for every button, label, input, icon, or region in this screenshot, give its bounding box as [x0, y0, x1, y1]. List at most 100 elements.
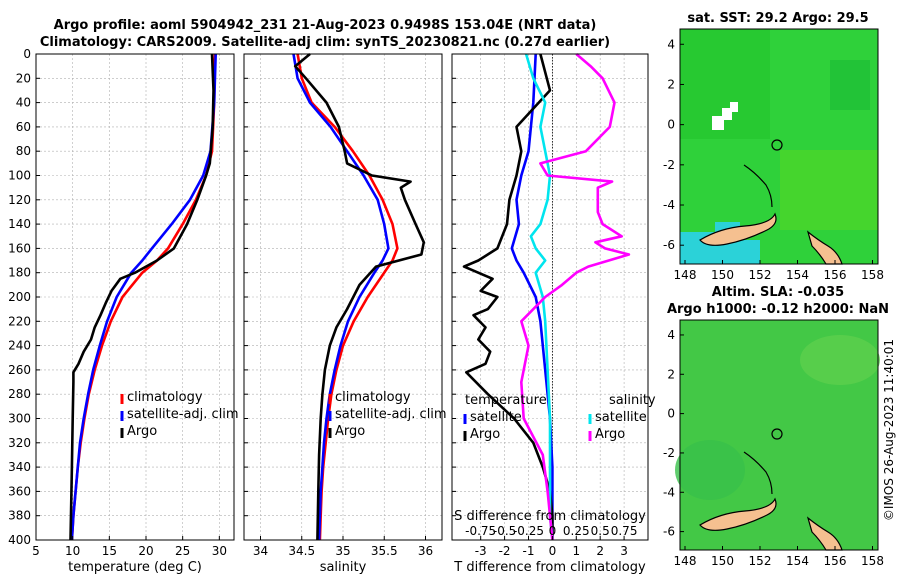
- map-x-tick-label: 156: [824, 268, 847, 282]
- x-axis-label: salinity: [320, 560, 367, 575]
- x-tick-label: 30: [212, 544, 227, 558]
- map-ticks: 148 150 152 154 156 158 4 2 0 -2 -4 -6 148 150 152 154 1…: [663, 37, 884, 568]
- sst-map-land-newbritain: [699, 212, 777, 246]
- legend-right-title: salinity: [609, 393, 656, 408]
- panel-salinity: 34 34.5 35 35.5 36 salinity climatology satelli…: [243, 52, 447, 575]
- map-x-tick-label: 156: [824, 554, 847, 568]
- sla-map-title-1: Altim. SLA: -0.035: [712, 285, 844, 300]
- y-tick-label: 400: [8, 533, 31, 547]
- series-line-argo: [69, 53, 215, 541]
- map-x-tick-label: 154: [786, 554, 809, 568]
- y-tick-label: 40: [16, 96, 31, 110]
- x-tick-label: -1: [523, 544, 535, 558]
- y-tick-label: 360: [8, 484, 31, 498]
- top-tick-label: -0.25: [513, 524, 544, 538]
- legend-label: satellite: [595, 410, 647, 425]
- legend-label: Argo: [335, 424, 365, 439]
- map-y-tick-label: -4: [663, 485, 675, 499]
- map-x-tick-label: 148: [674, 268, 697, 282]
- sst-map-shade-1: [680, 29, 770, 139]
- title-line-2: Climatology: CARS2009. Satellite-adj cli…: [40, 35, 610, 50]
- x-tick-label: 34.5: [288, 544, 315, 558]
- sst-map-coast-newireland: [743, 164, 773, 208]
- top-tick-label: -0.5: [493, 524, 516, 538]
- y-tick-label: 140: [8, 217, 31, 231]
- series-line-s-argo: [519, 53, 631, 541]
- top-tick-label: 0.75: [611, 524, 638, 538]
- map-y-tick-label: 0: [667, 407, 675, 421]
- top-tick-label: 0: [549, 524, 557, 538]
- map-y-tick-label: 2: [667, 77, 675, 91]
- y-tick-label: 100: [8, 169, 31, 183]
- legend-label: climatology: [127, 390, 203, 405]
- x-tick-label: 25: [175, 544, 190, 558]
- x-tick-label: 3: [620, 544, 628, 558]
- y-tick-label: 260: [8, 363, 31, 377]
- sla-map-shade-1: [800, 335, 880, 385]
- series-line-t-argo: [462, 53, 554, 540]
- map-y-tick-label: 0: [667, 118, 675, 132]
- x-tick-label: 10: [65, 544, 80, 558]
- legend-label: Argo: [595, 427, 625, 442]
- y-tick-label: 180: [8, 266, 31, 280]
- series-line-argo: [293, 52, 426, 541]
- legend-label: Argo: [127, 424, 157, 439]
- sst-map-land-bougainville: [806, 230, 843, 265]
- y-tick-label: 340: [8, 460, 31, 474]
- legend-label: Argo: [470, 427, 500, 442]
- sst-map-argo-marker: [771, 139, 783, 151]
- y-tick-label: 240: [8, 339, 31, 353]
- x-tick-label: -3: [475, 544, 487, 558]
- map-x-tick-label: 152: [749, 268, 772, 282]
- x-tick-label: 20: [138, 544, 153, 558]
- map-y-tick-label: -2: [663, 158, 675, 172]
- x-tick-label: -2: [499, 544, 511, 558]
- sla-map-land-bougainville: [806, 516, 843, 551]
- sla-map-argo-marker: [771, 428, 783, 440]
- x-axis-label: T difference from climatology: [453, 560, 646, 575]
- x-tick-label: 0: [549, 544, 557, 558]
- y-tick-label: 160: [8, 241, 31, 255]
- map-x-tick-label: 158: [861, 268, 884, 282]
- sst-map: sat. SST: 29.2 Argo: 29.5: [679, 11, 879, 265]
- top-tick-label: 0.25: [563, 524, 590, 538]
- map-x-tick-label: 152: [749, 554, 772, 568]
- sla-map-title-2: Argo h1000: -0.12 h2000: NaN: [667, 302, 889, 317]
- legend-label: satellite-adj. clim: [335, 407, 447, 422]
- sst-map-shade-3: [830, 60, 870, 110]
- series-line-s-satellite: [524, 53, 554, 541]
- title-line-1: Argo profile: aoml 5904942_231 21-Aug-20…: [54, 18, 597, 33]
- map-x-tick-label: 150: [711, 268, 734, 282]
- credit: ©IMOS 26-Aug-2023 11:40:01: [882, 339, 896, 521]
- map-y-tick-label: 4: [667, 37, 675, 51]
- top-axis-label: S difference from climatology: [454, 509, 646, 524]
- y-tick-label: 320: [8, 436, 31, 450]
- legend-label: climatology: [335, 390, 411, 405]
- x-tick-label: 2: [596, 544, 604, 558]
- top-tick-label: 0.5: [591, 524, 610, 538]
- panel-difference: -3 -2 -1 0 1 2 3 T difference from climatology t…: [451, 53, 656, 575]
- y-tick-label: 120: [8, 193, 31, 207]
- map-y-tick-label: -6: [663, 525, 675, 539]
- y-tick-label: 60: [16, 120, 31, 134]
- y-tick-label: 0: [23, 47, 31, 61]
- y-tick-label: 200: [8, 290, 31, 304]
- x-tick-label: 34: [253, 544, 268, 558]
- x-tick-label: 36: [418, 544, 433, 558]
- panel-temperature: 5 10 15 20 25 30 temperature (deg C) 0 20 40 60 80 1…: [8, 47, 239, 575]
- top-tick-label: -0.75: [465, 524, 496, 538]
- map-x-tick-label: 150: [711, 554, 734, 568]
- legend-label: satellite: [470, 410, 522, 425]
- x-tick-label: 35: [335, 544, 350, 558]
- legend-label: satellite-adj. clim: [127, 407, 239, 422]
- map-x-tick-label: 154: [786, 268, 809, 282]
- sst-map-missing: [712, 102, 738, 130]
- sla-map-land-newbritain: [699, 497, 777, 531]
- sst-map-title: sat. SST: 29.2 Argo: 29.5: [687, 11, 868, 26]
- y-tick-label: 280: [8, 387, 31, 401]
- y-tick-label: 380: [8, 509, 31, 523]
- map-x-tick-label: 148: [674, 554, 697, 568]
- map-x-tick-label: 158: [861, 554, 884, 568]
